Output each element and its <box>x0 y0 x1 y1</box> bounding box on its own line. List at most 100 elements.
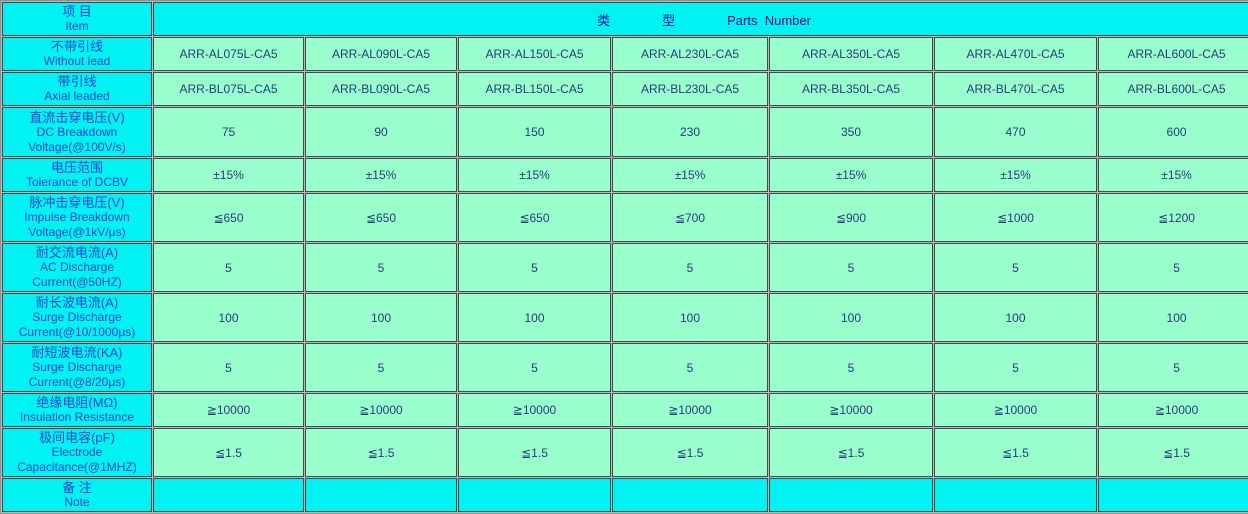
cell-axial-leaded-col7: ARR-BL600L-CA5 <box>1098 72 1248 106</box>
cell-impulse-breakdown-voltage-col1: ≦650 <box>153 193 304 242</box>
row-label-surge-discharge-current-long: 耐长波电流(A) Surge Discharge Current(@10/1000μ… <box>2 293 152 342</box>
row-label-line: 带引线 <box>57 74 97 89</box>
table-row-impulse-breakdown-voltage: 脉冲击穿电压(V) Impulse Breakdown Voltage(@1kV/μ… <box>2 193 1248 242</box>
row-label-line: Current(@50HZ) <box>32 275 122 289</box>
row-label-axial-leaded: 带引线 Axial leaded <box>2 72 152 106</box>
row-label-line: Electrode <box>51 445 103 459</box>
cell-dc-breakdown-voltage-col3: 150 <box>458 107 611 157</box>
parts-number-header: 类 型 Parts Number <box>153 2 1248 36</box>
row-label-line: 不带引线 <box>50 39 103 54</box>
row-label-line: 脉冲击穿电压(V) <box>29 195 125 210</box>
cell-surge-discharge-current-short-col7: 5 <box>1098 343 1248 392</box>
table-row-surge-discharge-current-long: 耐长波电流(A) Surge Discharge Current(@10/1000μ… <box>2 293 1248 342</box>
cell-without-lead-col4: ARR-AL230L-CA5 <box>612 37 768 71</box>
cell-surge-discharge-current-short-col2: 5 <box>305 343 457 392</box>
row-label-line: 绝缘电阻(MΩ) <box>36 395 118 410</box>
cell-dc-breakdown-voltage-col1: 75 <box>153 107 304 157</box>
table-row-dcbv-tolerance: 电压范围 Tolerance of DCBV ±15% ±15% ±15% ±15% ±15… <box>2 158 1248 192</box>
cell-dcbv-tolerance-col3: ±15% <box>458 158 611 192</box>
cell-dc-breakdown-voltage-col5: 350 <box>769 107 933 157</box>
cell-without-lead-col7: ARR-AL600L-CA5 <box>1098 37 1248 71</box>
cell-surge-discharge-current-long-col3: 100 <box>458 293 611 342</box>
row-label-line: 耐交流电流(A) <box>35 245 119 260</box>
cell-dcbv-tolerance-col2: ±15% <box>305 158 457 192</box>
row-label-line: Without lead <box>43 54 111 68</box>
row-label-ac-discharge-current: 耐交流电流(A) AC Discharge Current(@50HZ) <box>2 243 152 292</box>
row-label-dc-breakdown-voltage: 直流击穿电压(V) DC Breakdown Voltage(@100V/s) <box>2 107 152 157</box>
table-row-axial-leaded: 带引线 Axial leaded ARR-BL075L-CA5 ARR-BL090L-… <box>2 72 1248 106</box>
cell-dc-breakdown-voltage-col2: 90 <box>305 107 457 157</box>
cell-note-col2 <box>305 478 457 512</box>
cell-impulse-breakdown-voltage-col2: ≦650 <box>305 193 457 242</box>
cell-insulation-resistance-col3: ≧10000 <box>458 393 611 427</box>
cell-surge-discharge-current-long-col4: 100 <box>612 293 768 342</box>
table-row-dc-breakdown-voltage: 直流击穿电压(V) DC Breakdown Voltage(@100V/s) 75 9… <box>2 107 1248 157</box>
table-row-insulation-resistance: 绝缘电阻(MΩ) Insulation Resistance ≧10000 ≧1000… <box>2 393 1248 427</box>
row-label-line: 耐长波电流(A) <box>35 295 119 310</box>
cell-insulation-resistance-col7: ≧10000 <box>1098 393 1248 427</box>
row-label-dcbv-tolerance: 电压范围 Tolerance of DCBV <box>2 158 152 192</box>
row-label-line: Current(@10/1000μs) <box>18 325 136 339</box>
cell-electrode-capacitance-col2: ≦1.5 <box>305 428 457 477</box>
cell-surge-discharge-current-short-col6: 5 <box>934 343 1097 392</box>
cell-ac-discharge-current-col5: 5 <box>769 243 933 292</box>
row-label-line: 极间电容(pF) <box>39 430 115 445</box>
cell-dc-breakdown-voltage-col6: 470 <box>934 107 1097 157</box>
corner-label-en: Item <box>65 19 89 33</box>
row-label-line: Note <box>64 495 90 509</box>
row-label-impulse-breakdown-voltage: 脉冲击穿电压(V) Impulse Breakdown Voltage(@1kV/μ… <box>2 193 152 242</box>
cell-insulation-resistance-col6: ≧10000 <box>934 393 1097 427</box>
cell-electrode-capacitance-col4: ≦1.5 <box>612 428 768 477</box>
cell-insulation-resistance-col2: ≧10000 <box>305 393 457 427</box>
row-label-line: Insulation Resistance <box>19 410 135 424</box>
row-label-line: Axial leaded <box>44 89 110 103</box>
cell-dcbv-tolerance-col4: ±15% <box>612 158 768 192</box>
row-label-line: Voltage(@1kV/μs) <box>28 225 126 239</box>
row-label-line: AC Discharge <box>39 260 115 274</box>
cell-note-col5 <box>769 478 933 512</box>
cell-ac-discharge-current-col6: 5 <box>934 243 1097 292</box>
cell-surge-discharge-current-long-col2: 100 <box>305 293 457 342</box>
table-row-electrode-capacitance: 极间电容(pF) Electrode Capacitance(@1MHZ) ≦1.5 ≦… <box>2 428 1248 477</box>
cell-without-lead-col1: ARR-AL075L-CA5 <box>153 37 304 71</box>
corner-item-cell: 项 目 Item <box>2 2 152 36</box>
cell-note-col4 <box>612 478 768 512</box>
cell-axial-leaded-col3: ARR-BL150L-CA5 <box>458 72 611 106</box>
cell-surge-discharge-current-long-col5: 100 <box>769 293 933 342</box>
cell-impulse-breakdown-voltage-col5: ≦900 <box>769 193 933 242</box>
cell-dcbv-tolerance-col6: ±15% <box>934 158 1097 192</box>
cell-dcbv-tolerance-col1: ±15% <box>153 158 304 192</box>
row-label-without-lead: 不带引线 Without lead <box>2 37 152 71</box>
cell-note-col3 <box>458 478 611 512</box>
table-row-ac-discharge-current: 耐交流电流(A) AC Discharge Current(@50HZ) 5 5 5 5 5 5… <box>2 243 1248 292</box>
cell-electrode-capacitance-col3: ≦1.5 <box>458 428 611 477</box>
cell-electrode-capacitance-col5: ≦1.5 <box>769 428 933 477</box>
cell-electrode-capacitance-col1: ≦1.5 <box>153 428 304 477</box>
cell-dcbv-tolerance-col7: ±15% <box>1098 158 1248 192</box>
cell-impulse-breakdown-voltage-col7: ≦1200 <box>1098 193 1248 242</box>
cell-without-lead-col2: ARR-AL090L-CA5 <box>305 37 457 71</box>
cell-axial-leaded-col6: ARR-BL470L-CA5 <box>934 72 1097 106</box>
cell-surge-discharge-current-long-col7: 100 <box>1098 293 1248 342</box>
cell-surge-discharge-current-short-col4: 5 <box>612 343 768 392</box>
cell-without-lead-col5: ARR-AL350L-CA5 <box>769 37 933 71</box>
cell-dc-breakdown-voltage-col7: 600 <box>1098 107 1248 157</box>
row-label-line: 直流击穿电压(V) <box>29 109 125 125</box>
row-label-electrode-capacitance: 极间电容(pF) Electrode Capacitance(@1MHZ) <box>2 428 152 477</box>
table-row-note: 备 注 Note <box>2 478 1248 512</box>
cell-electrode-capacitance-col6: ≦1.5 <box>934 428 1097 477</box>
cell-insulation-resistance-col1: ≧10000 <box>153 393 304 427</box>
cell-note-col1 <box>153 478 304 512</box>
cell-surge-discharge-current-short-col3: 5 <box>458 343 611 392</box>
cell-axial-leaded-col2: ARR-BL090L-CA5 <box>305 72 457 106</box>
cell-axial-leaded-col5: ARR-BL350L-CA5 <box>769 72 933 106</box>
cell-insulation-resistance-col4: ≧10000 <box>612 393 768 427</box>
row-label-surge-discharge-current-short: 耐短波电流(KA) Surge Discharge Current(@8/20μs) <box>2 343 152 392</box>
cell-without-lead-col6: ARR-AL470L-CA5 <box>934 37 1097 71</box>
row-label-line: DC Breakdown <box>36 124 118 139</box>
row-label-line: Voltage(@100V/s) <box>28 139 126 154</box>
cell-surge-discharge-current-long-col6: 100 <box>934 293 1097 342</box>
cell-surge-discharge-current-short-col1: 5 <box>153 343 304 392</box>
row-label-line: Impulse Breakdown <box>24 210 130 224</box>
row-label-line: Current(@8/20μs) <box>28 375 126 389</box>
